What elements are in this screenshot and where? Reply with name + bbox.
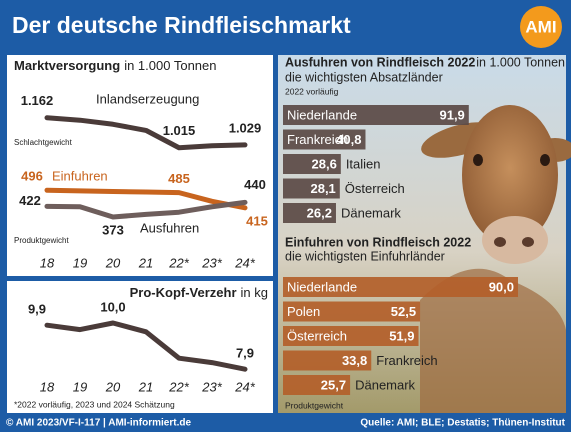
x-tick-label: 23* [201,379,222,394]
value-label: 1.162 [21,93,54,108]
value-label: 10,0 [100,299,125,314]
note: Schlachtgewicht [14,138,73,147]
value-label: 496 [21,169,43,184]
value-label: 33,8 [342,353,367,368]
x-tick-label: 24* [234,379,255,394]
category-label: Frankreich [287,132,348,147]
x-tick-label: 22* [168,255,189,270]
value-label: 26,2 [307,205,332,220]
x-tick-label: 23* [201,255,222,270]
chart-title: Einfuhren von Rindfleisch 2022 [285,235,471,249]
category-label: Frankreich [376,353,437,368]
value-label: 422 [19,193,41,208]
x-tick-label: 20 [105,379,121,394]
footer-left: © AMI 2023/VF-I-117 | AMI-informiert.de [6,418,191,429]
note: 2022 vorläufig [285,86,339,96]
value-label: 90,0 [489,279,514,294]
footer-right: Quelle: AMI; BLE; Destatis; Thünen-Insti… [360,418,565,429]
main-title: Der deutsche Rindfleischmarkt [12,12,351,38]
series-label: Einfuhren [52,168,108,183]
value-label: 1.015 [163,123,196,138]
category-label: Niederlande [287,107,357,122]
page: Der deutsche Rindfleischmarkt AMI © AMI … [0,0,571,432]
category-label: Polen [287,304,320,319]
category-label: Dänemark [355,377,415,392]
chart-title-main: Pro-Kopf-Verzehr [130,285,237,300]
value-label: 485 [168,171,190,186]
category-label: Italien [346,156,381,171]
x-tick-label: 21 [138,255,153,270]
x-tick-label: 18 [40,255,55,270]
category-label: Dänemark [341,205,401,220]
logo: AMI [525,17,556,36]
value-label: 7,9 [236,346,254,361]
value-label: 28,1 [310,181,335,196]
series-label: Ausfuhren [140,220,199,235]
value-label: 51,9 [389,328,414,343]
note: Produktgewicht [14,236,69,245]
x-tick-label: 22* [168,379,189,394]
x-tick-label: 24* [234,255,255,270]
chart-title: Ausfuhren von Rindfleisch 2022 [285,55,475,69]
x-tick-label: 21 [138,379,153,394]
value-label: 373 [102,222,124,237]
chart-unit: in 1.000 Tonnen [476,55,565,69]
value-label: 28,6 [312,156,337,171]
category-label: Österreich [287,328,347,343]
chart-subtitle: die wichtigsten Absatzländer [285,70,443,84]
x-tick-label: 18 [40,379,55,394]
x-tick-label: 20 [105,255,121,270]
value-label: 25,7 [321,377,346,392]
infographic: Der deutsche Rindfleischmarkt AMI © AMI … [0,0,571,432]
value-label: 415 [246,213,268,228]
x-tick-label: 19 [73,255,87,270]
chart-unit: in kg [241,285,268,300]
category-label: Niederlande [287,279,357,294]
value-label: 91,9 [439,107,464,122]
x-tick-label: 19 [73,379,87,394]
value-label: 1.029 [229,120,262,135]
chart-subtitle: die wichtigsten Einfuhrländer [285,249,445,263]
value-label: 52,5 [391,304,416,319]
value-label: 440 [244,177,266,192]
note: Produktgewicht [285,400,344,410]
category-label: Österreich [345,181,405,196]
series-label: Inlandserzeugung [96,91,199,106]
chart-title: Pro-Kopf-Verzehr in kg [130,285,268,300]
chart-title: Marktversorgung in 1.000 Tonnen [14,58,217,73]
footnote: *2022 vorläufig, 2023 und 2024 Schätzung [14,399,175,409]
value-label: 9,9 [28,302,46,317]
chart-unit: in 1.000 Tonnen [124,58,216,73]
chart-title-main: Marktversorgung [14,58,120,73]
